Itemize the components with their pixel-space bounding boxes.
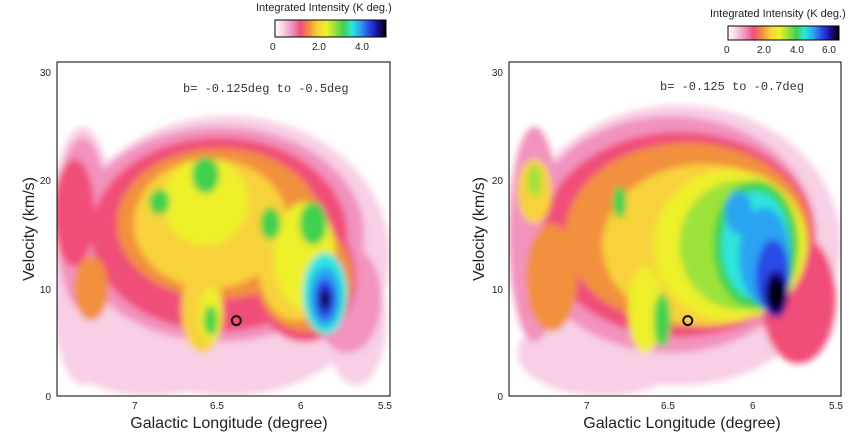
y-tick-label: 10 (40, 285, 52, 296)
y-tick-label: 20 (492, 176, 504, 187)
intensity-contour (628, 266, 663, 353)
colorbar-tick: 4.0 (355, 42, 369, 53)
colorbar-tick: 0 (724, 45, 730, 56)
y-tick-label: 30 (40, 68, 52, 79)
intensity-contour (725, 191, 753, 235)
x-axis: 7 6.5 6 5.5 (132, 401, 392, 412)
y-axis: 0 10 20 30 (40, 68, 52, 403)
heatmap-image (509, 105, 841, 396)
x-tick-label: 7 (584, 401, 590, 412)
colorbar-tick: 2.0 (312, 42, 326, 53)
x-axis: 7 6.5 6 5.5 (584, 401, 843, 412)
heatmap-image (57, 115, 390, 396)
x-axis-label: Galactic Longitude (degree) (583, 415, 780, 432)
intensity-contour (612, 185, 627, 219)
intensity-contour (162, 158, 249, 246)
colorbar-right: Integrated Intensity (K deg.) 0 2.0 4.0 … (710, 8, 846, 56)
intensity-contour (191, 156, 220, 194)
colorbar-bar (727, 25, 840, 41)
y-tick-label: 0 (45, 392, 51, 403)
x-tick-label: 6.5 (661, 401, 675, 412)
colorbar-tick: 6.0 (822, 45, 836, 56)
position-marker (230, 315, 242, 327)
markers (230, 315, 694, 327)
colorbar-title: Integrated Intensity (K deg.) (710, 8, 846, 20)
y-axis-label: Velocity (km/s) (471, 177, 488, 281)
intensity-contour (526, 223, 578, 332)
y-tick-label: 10 (492, 285, 504, 296)
intensity-contour (203, 305, 218, 336)
intensity-contour (299, 202, 327, 246)
plot-frame (56, 61, 391, 397)
intensity-contour (527, 164, 542, 197)
position-marker (682, 315, 694, 327)
y-tick-label: 30 (492, 68, 504, 79)
y-tick-label: 20 (40, 176, 52, 187)
x-tick-label: 5.5 (378, 401, 392, 412)
intensity-contour (74, 255, 109, 321)
panel-left: Integrated Intensity (K deg.) 0 2.0 4.0 … (21, 2, 392, 432)
y-axis: 0 10 20 30 (492, 68, 504, 403)
colorbar-tick: 4.0 (790, 45, 804, 56)
latitude-range-annotation: b= -0.125 to -0.7deg (660, 80, 804, 94)
intensity-contour (767, 276, 785, 311)
colorbar-tick: 2.0 (757, 45, 771, 56)
colorbar-tick: 0 (270, 42, 276, 53)
x-tick-label: 6 (750, 401, 756, 412)
intensity-contour (149, 189, 170, 215)
y-tick-label: 0 (497, 392, 503, 403)
x-tick-label: 6 (298, 401, 304, 412)
panel-right: Integrated Intensity (K deg.) 0 2.0 4.0 … (471, 8, 846, 432)
colorbar-left: Integrated Intensity (K deg.) 0 2.0 4.0 (256, 2, 392, 53)
intensity-contour (260, 207, 281, 240)
x-tick-label: 7 (132, 401, 138, 412)
latitude-range-annotation: b= -0.125deg to -0.5deg (183, 82, 349, 96)
intensity-contour (653, 293, 671, 348)
y-axis-label: Velocity (km/s) (21, 177, 38, 281)
plot-frame (508, 61, 842, 397)
x-axis-label: Galactic Longitude (degree) (130, 415, 327, 432)
colorbar-title: Integrated Intensity (K deg.) (256, 2, 392, 14)
intensity-contour (57, 158, 95, 267)
intensity-contour (321, 292, 329, 306)
x-tick-label: 6.5 (210, 401, 224, 412)
colorbar-bar (274, 19, 387, 38)
x-tick-label: 5.5 (829, 401, 843, 412)
